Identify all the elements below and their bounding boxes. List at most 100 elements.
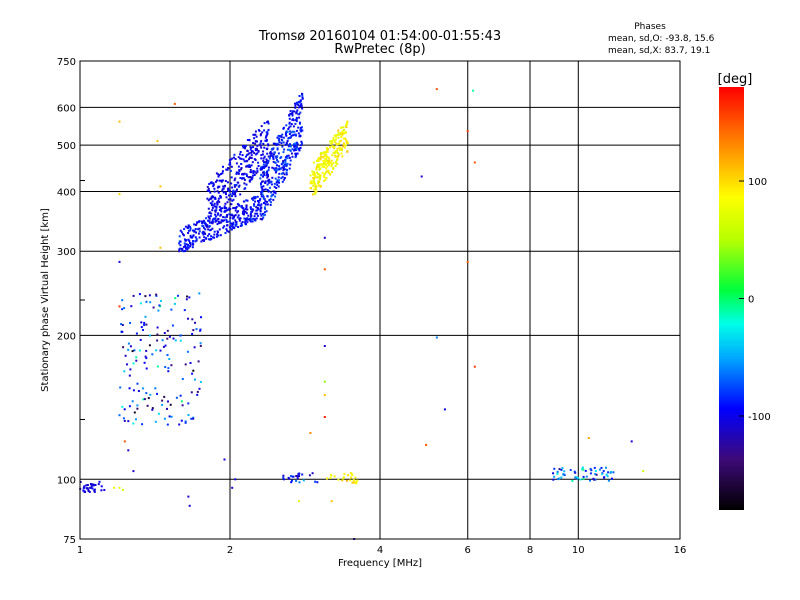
y-tick-label: 400	[57, 187, 76, 198]
data-point	[327, 171, 330, 174]
data-point	[262, 157, 265, 160]
data-point	[164, 366, 167, 368]
data-point	[346, 150, 349, 153]
data-point	[126, 363, 128, 366]
data-point	[180, 400, 183, 403]
data-point	[260, 168, 263, 171]
data-point	[299, 129, 302, 132]
data-point	[136, 407, 139, 410]
data-point	[274, 161, 277, 164]
data-point	[216, 190, 219, 193]
data-point	[272, 157, 275, 160]
data-point	[435, 336, 438, 339]
data-point	[161, 403, 164, 406]
data-point	[279, 135, 282, 138]
data-point	[254, 153, 257, 156]
data-point	[318, 156, 321, 159]
data-point	[340, 133, 342, 136]
data-point	[472, 89, 475, 92]
colorbar-tick-label: -100	[748, 412, 771, 423]
data-point	[290, 131, 293, 134]
data-point	[329, 161, 332, 164]
data-point	[607, 479, 610, 482]
data-point	[186, 248, 189, 251]
data-point	[342, 126, 345, 129]
data-point	[263, 165, 266, 168]
data-point	[598, 468, 601, 471]
data-point	[215, 235, 218, 238]
data-point	[201, 239, 204, 242]
data-point	[200, 240, 203, 243]
data-point	[90, 483, 92, 485]
data-point	[314, 175, 317, 178]
data-point	[320, 152, 323, 154]
data-point	[252, 208, 255, 211]
data-point	[216, 218, 219, 221]
data-point	[259, 142, 262, 145]
data-point	[191, 246, 194, 249]
colorbar-tick-label: 100	[748, 177, 767, 188]
data-point	[242, 145, 244, 148]
data-point	[215, 206, 218, 209]
data-point	[141, 423, 144, 426]
data-point	[317, 184, 320, 187]
data-point	[174, 339, 177, 342]
data-point	[284, 143, 287, 146]
data-point	[246, 139, 249, 141]
data-point	[135, 332, 138, 335]
data-point	[282, 127, 285, 130]
data-point	[248, 164, 251, 167]
data-point	[256, 152, 259, 155]
data-point	[249, 179, 252, 182]
data-point	[473, 365, 476, 368]
data-point	[214, 198, 217, 200]
data-point	[269, 198, 272, 201]
data-point	[86, 484, 89, 486]
data-point	[327, 148, 329, 151]
data-point	[331, 142, 334, 144]
data-point	[296, 142, 299, 145]
data-point	[197, 228, 200, 231]
data-point	[318, 164, 321, 167]
data-point	[156, 326, 159, 329]
data-point	[208, 225, 211, 227]
data-point	[233, 185, 236, 188]
data-point	[245, 206, 248, 209]
data-point	[205, 217, 208, 220]
data-point	[245, 217, 247, 220]
data-point	[341, 479, 344, 482]
data-point	[215, 172, 218, 175]
data-point	[322, 160, 325, 162]
data-point	[183, 309, 186, 312]
data-point	[246, 149, 249, 152]
data-point	[298, 475, 300, 478]
data-point	[229, 169, 232, 172]
data-point	[330, 163, 333, 166]
data-point	[118, 305, 121, 308]
data-point	[291, 118, 294, 121]
y-axis-label: Stationary phase Virtual Height [km]	[40, 208, 51, 392]
data-point	[223, 225, 226, 228]
data-point	[219, 194, 222, 197]
data-point	[273, 185, 276, 188]
data-point	[152, 306, 155, 309]
data-point	[192, 240, 195, 242]
data-point	[132, 470, 135, 473]
data-point	[267, 128, 270, 131]
data-point	[113, 486, 115, 489]
data-point	[325, 157, 328, 160]
data-point	[287, 145, 290, 148]
data-point	[262, 150, 265, 153]
data-point	[118, 120, 121, 123]
data-point	[154, 420, 157, 423]
data-point	[291, 114, 294, 117]
data-point	[225, 168, 228, 171]
data-point	[210, 228, 212, 231]
data-point	[274, 155, 277, 158]
data-point	[234, 177, 237, 180]
data-point	[277, 185, 280, 188]
data-point	[231, 199, 234, 202]
data-point	[244, 145, 247, 148]
grid-lines	[80, 61, 680, 539]
data-point	[236, 211, 239, 214]
